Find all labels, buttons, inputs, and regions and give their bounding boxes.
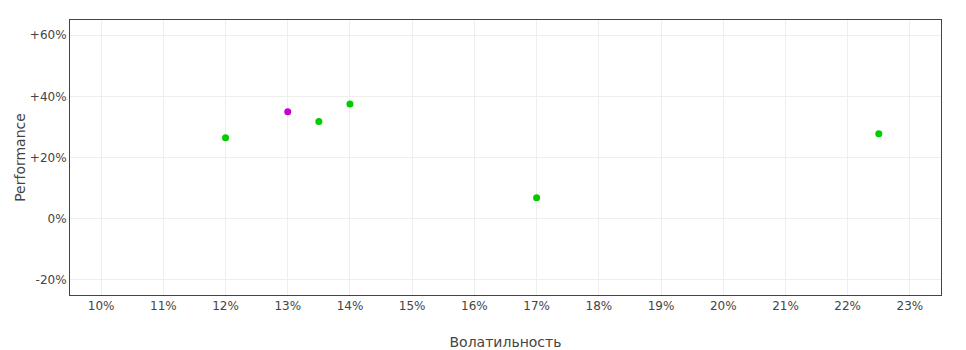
svg-text:13%: 13% (274, 299, 301, 313)
svg-text:-20%: -20% (36, 273, 67, 287)
svg-text:+60%: +60% (30, 28, 67, 42)
svg-text:22%: 22% (834, 299, 861, 313)
svg-text:23%: 23% (897, 299, 924, 313)
svg-text:0%: 0% (48, 212, 67, 226)
svg-text:12%: 12% (212, 299, 239, 313)
svg-text:16%: 16% (461, 299, 488, 313)
svg-text:10%: 10% (88, 299, 115, 313)
svg-text:20%: 20% (710, 299, 737, 313)
svg-text:15%: 15% (399, 299, 426, 313)
svg-text:19%: 19% (648, 299, 675, 313)
svg-text:21%: 21% (772, 299, 799, 313)
svg-text:Performance: Performance (12, 113, 28, 202)
svg-text:Волатильность: Волатильность (450, 334, 562, 350)
svg-text:11%: 11% (150, 299, 177, 313)
svg-text:17%: 17% (523, 299, 550, 313)
svg-text:18%: 18% (585, 299, 612, 313)
svg-text:+40%: +40% (30, 90, 67, 104)
svg-text:14%: 14% (337, 299, 364, 313)
svg-text:+20%: +20% (30, 151, 67, 165)
